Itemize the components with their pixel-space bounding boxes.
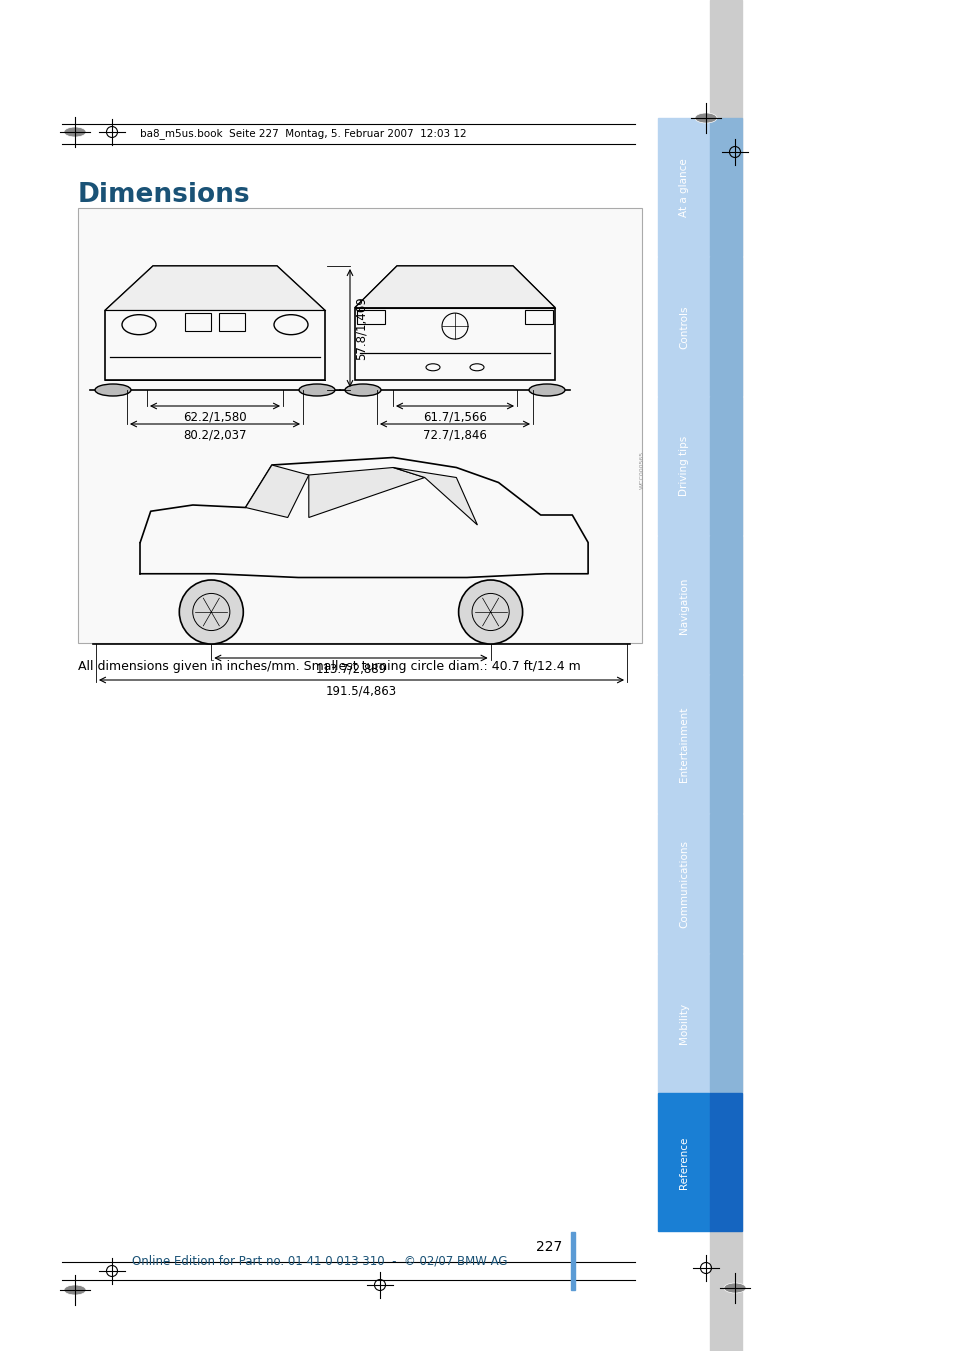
Bar — [709, 815, 741, 952]
Bar — [524, 311, 553, 324]
Bar — [185, 313, 211, 331]
Bar — [356, 311, 385, 324]
Circle shape — [179, 580, 243, 644]
Polygon shape — [245, 465, 309, 517]
Text: 61.7/1,566: 61.7/1,566 — [422, 411, 486, 424]
Polygon shape — [105, 266, 325, 311]
Bar — [709, 954, 741, 1092]
Bar — [658, 954, 709, 1092]
Text: All dimensions given in inches/mm. Smallest turning circle diam.: 40.7 ft/12.4 m: All dimensions given in inches/mm. Small… — [78, 661, 580, 673]
Text: Reference: Reference — [679, 1136, 688, 1189]
Text: Driving tips: Driving tips — [679, 436, 688, 496]
Text: At a glance: At a glance — [679, 158, 688, 218]
Bar — [658, 118, 709, 257]
Bar — [709, 396, 741, 535]
Text: Dimensions: Dimensions — [78, 182, 251, 208]
Bar — [658, 396, 709, 535]
Text: 72.7/1,846: 72.7/1,846 — [422, 430, 486, 442]
Text: 113.7/2,889: 113.7/2,889 — [315, 663, 386, 676]
Bar — [709, 536, 741, 674]
Text: Communications: Communications — [679, 840, 688, 928]
Text: Entertainment: Entertainment — [679, 707, 688, 782]
Bar — [78, 208, 641, 643]
Bar — [658, 815, 709, 952]
Text: 62.2/1,580: 62.2/1,580 — [183, 411, 247, 424]
Text: Mobility: Mobility — [679, 1002, 688, 1044]
Ellipse shape — [95, 384, 131, 396]
Ellipse shape — [298, 384, 335, 396]
Ellipse shape — [64, 1285, 86, 1296]
Bar — [709, 1093, 741, 1231]
Polygon shape — [309, 467, 424, 517]
Bar — [658, 536, 709, 674]
Circle shape — [458, 580, 522, 644]
Bar — [709, 676, 741, 813]
Bar — [709, 0, 741, 1351]
Polygon shape — [355, 266, 555, 308]
Text: Controls: Controls — [679, 305, 688, 349]
Text: 227: 227 — [536, 1240, 561, 1254]
Ellipse shape — [64, 127, 86, 136]
Ellipse shape — [345, 384, 380, 396]
Ellipse shape — [723, 1283, 745, 1293]
Text: 57.8/1,469: 57.8/1,469 — [355, 296, 368, 359]
Ellipse shape — [529, 384, 564, 396]
Text: 80.2/2,037: 80.2/2,037 — [183, 430, 247, 442]
Bar — [709, 118, 741, 257]
Polygon shape — [393, 467, 476, 526]
Bar — [658, 257, 709, 396]
Text: WCC000565: WCC000565 — [639, 451, 644, 489]
Bar — [571, 1232, 575, 1290]
Text: Online Edition for Part no. 01 41 0 013 310  -  © 02/07 BMW AG: Online Edition for Part no. 01 41 0 013 … — [132, 1255, 507, 1269]
Ellipse shape — [695, 113, 717, 123]
Bar — [219, 313, 245, 331]
Bar — [658, 676, 709, 813]
Text: ba8_m5us.book  Seite 227  Montag, 5. Februar 2007  12:03 12: ba8_m5us.book Seite 227 Montag, 5. Febru… — [140, 128, 466, 139]
Bar — [709, 257, 741, 396]
Text: Navigation: Navigation — [679, 577, 688, 634]
Bar — [658, 1093, 709, 1231]
Text: 191.5/4,863: 191.5/4,863 — [326, 685, 396, 698]
